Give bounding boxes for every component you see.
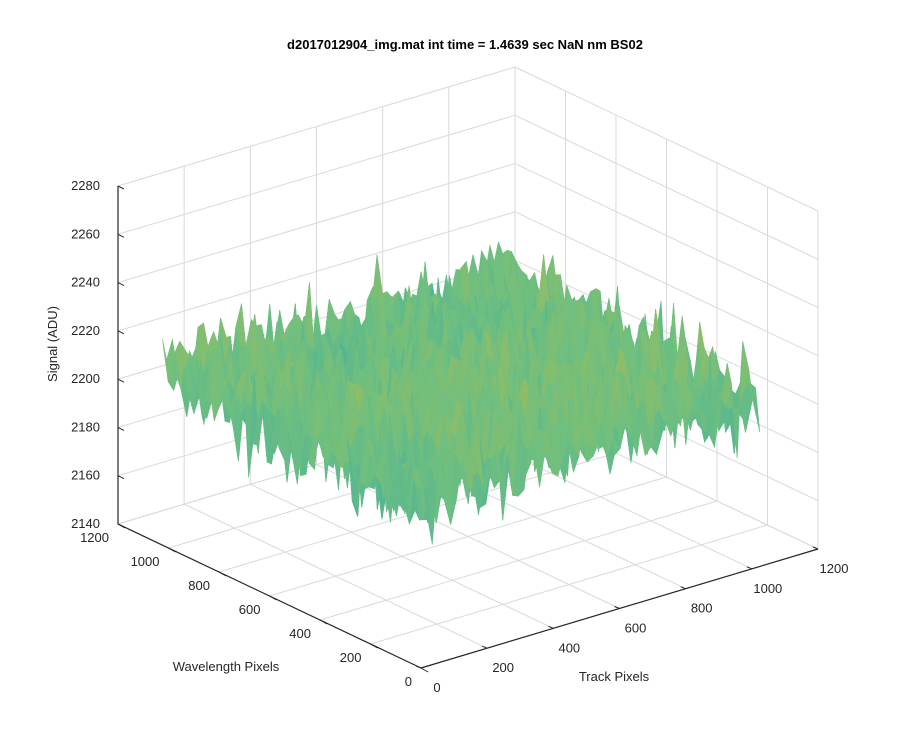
floor-grid-line-y [319, 500, 718, 621]
x-tick-label: 800 [691, 601, 713, 616]
back-wall-grid-line-z [117, 163, 516, 284]
z-tick-label: 2280 [71, 178, 100, 193]
y-tick-mark [218, 571, 227, 577]
y-tick-label: 800 [188, 578, 210, 593]
x-tick-mark [614, 606, 620, 609]
x-tick-label: 600 [625, 621, 647, 636]
back-wall-grid-line-z [117, 114, 516, 235]
y-tick-label: 1200 [80, 530, 109, 545]
z-tick-label: 2140 [71, 516, 100, 531]
z-tick-mark [117, 426, 125, 431]
z-tick-label: 2180 [71, 419, 100, 434]
z-tick-label: 2260 [71, 226, 100, 241]
y-tick-mark [420, 667, 429, 673]
y-tick-mark [168, 547, 176, 553]
y-tick-label: 1000 [131, 554, 160, 569]
y-tick-mark [370, 643, 378, 649]
z-tick-mark [117, 282, 125, 287]
side-wall-grid-line-z [514, 259, 819, 405]
y-tick-mark [319, 619, 328, 625]
x-tick-label: 0 [433, 680, 440, 695]
x-tick-label: 200 [492, 660, 514, 675]
back-wall-grid-line-z [117, 211, 516, 332]
y-tick-label: 200 [340, 650, 362, 665]
back-wall-grid-line-z [117, 66, 516, 187]
tick-labels: 0 200 400 600 800 1000 1200 0 200 400 600 800 1000 12… [71, 178, 848, 695]
z-tick-mark [117, 185, 125, 190]
x-tick-label: 1000 [753, 581, 782, 596]
chart-title: d2017012904_img.mat int time = 1.4639 se… [287, 37, 643, 52]
z-tick-mark [117, 233, 125, 238]
side-wall-grid-line-z [514, 66, 819, 212]
surface-mesh [162, 241, 761, 545]
z-tick-label: 2240 [71, 275, 100, 290]
side-wall-grid-line-z [514, 163, 819, 309]
z-tick-mark [117, 523, 125, 528]
y-axis-label: Wavelength Pixels [173, 659, 280, 674]
z-tick-mark [117, 330, 125, 335]
z-tick-label: 2160 [71, 468, 100, 483]
x-tick-mark [481, 645, 488, 649]
x-axis-label: Track Pixels [579, 669, 650, 684]
floor-grid-line-y [370, 524, 768, 645]
side-wall-grid-line-z [514, 114, 819, 260]
surface-patch [416, 479, 427, 513]
axis-lines [117, 185, 819, 673]
y-tick-label: 400 [289, 626, 311, 641]
x-tick-mark [812, 546, 819, 550]
x-tick-label: 400 [558, 640, 580, 655]
side-wall-grid-line-z [514, 211, 819, 357]
x-tick-mark [680, 586, 686, 590]
floor-grid-line-y [269, 476, 667, 597]
z-axis-label: Signal (ADU) [45, 306, 60, 382]
x-tick-mark [746, 566, 753, 570]
z-tick-mark [117, 378, 125, 383]
z-tick-label: 2200 [71, 371, 100, 386]
z-tick-mark [117, 475, 125, 480]
y-tick-label: 600 [239, 602, 261, 617]
y-tick-mark [269, 595, 277, 601]
x-tick-mark [548, 625, 554, 629]
z-tick-label: 2220 [71, 323, 100, 338]
x-tick-mark [415, 665, 422, 669]
y-tick-label: 0 [405, 674, 412, 689]
x-tick-label: 1200 [820, 561, 849, 576]
